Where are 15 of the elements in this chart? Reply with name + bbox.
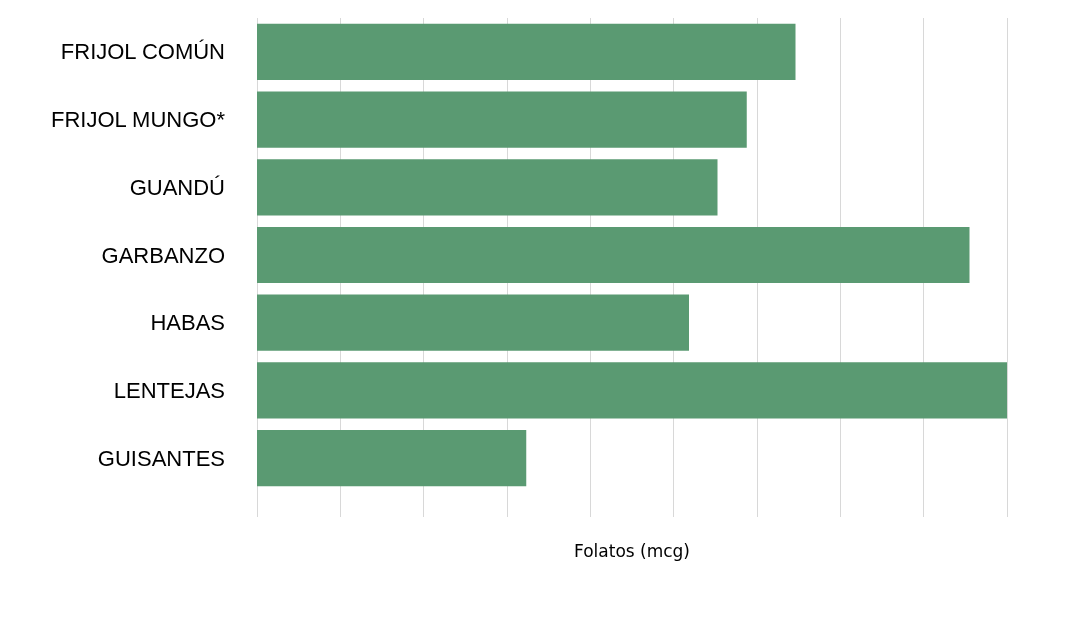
y-tick-label: LENTEJAS	[113, 377, 225, 403]
bar	[257, 159, 718, 216]
y-tick-label: FRIJOL MUNGO*	[51, 107, 226, 133]
x-axis-title: Folatos (mcg)	[573, 540, 691, 561]
bar	[257, 23, 796, 80]
bar	[257, 362, 1007, 419]
y-tick-label: GUANDÚ	[129, 174, 225, 200]
bar	[257, 91, 747, 148]
bar	[257, 430, 527, 487]
bar	[257, 226, 970, 284]
bar	[257, 294, 689, 351]
y-tick-label: HABAS	[150, 310, 225, 336]
y-tick-label: FRIJOL COMÚN	[60, 39, 225, 65]
y-tick-label: GUISANTES	[97, 445, 225, 471]
y-tick-label: GARBANZO	[101, 242, 225, 268]
